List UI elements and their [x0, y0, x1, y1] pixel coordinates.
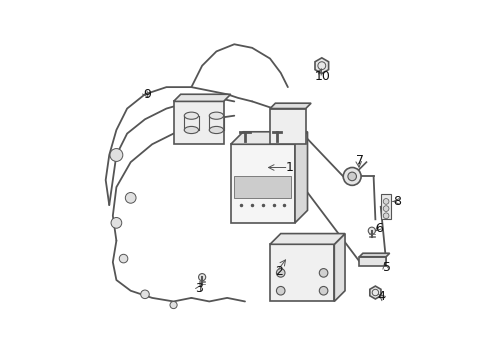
Circle shape	[383, 213, 389, 219]
Circle shape	[125, 193, 136, 203]
Circle shape	[319, 269, 328, 277]
Circle shape	[119, 254, 128, 263]
Polygon shape	[315, 58, 329, 73]
Text: 9: 9	[143, 88, 151, 101]
Polygon shape	[295, 132, 308, 223]
Circle shape	[170, 301, 177, 309]
Ellipse shape	[184, 112, 198, 119]
Polygon shape	[359, 253, 390, 257]
Polygon shape	[270, 244, 334, 301]
Bar	[270, 109, 306, 144]
Circle shape	[276, 269, 285, 277]
Polygon shape	[270, 103, 311, 109]
Text: 7: 7	[356, 154, 364, 167]
Text: 2: 2	[275, 265, 283, 278]
Circle shape	[141, 290, 149, 298]
Text: 10: 10	[315, 70, 331, 83]
Circle shape	[348, 172, 356, 181]
Polygon shape	[231, 132, 308, 144]
Polygon shape	[370, 286, 381, 299]
Circle shape	[383, 206, 389, 211]
Bar	[173, 102, 223, 144]
Text: 4: 4	[377, 289, 385, 303]
Text: 6: 6	[375, 222, 383, 235]
Circle shape	[198, 274, 206, 281]
Ellipse shape	[184, 126, 198, 134]
Circle shape	[343, 167, 361, 185]
Ellipse shape	[209, 126, 223, 134]
Circle shape	[319, 287, 328, 295]
Circle shape	[368, 227, 375, 234]
Text: 1: 1	[286, 161, 294, 174]
Polygon shape	[173, 94, 231, 102]
Polygon shape	[270, 234, 345, 244]
Circle shape	[111, 217, 122, 228]
Circle shape	[383, 199, 389, 204]
Bar	[234, 176, 292, 198]
Text: 5: 5	[383, 261, 391, 274]
Bar	[359, 257, 386, 266]
Polygon shape	[231, 144, 295, 223]
Text: 3: 3	[195, 283, 203, 296]
Text: 8: 8	[393, 195, 401, 208]
Polygon shape	[334, 234, 345, 301]
Ellipse shape	[209, 112, 223, 119]
Bar	[381, 194, 392, 219]
Circle shape	[110, 149, 123, 161]
Circle shape	[276, 287, 285, 295]
